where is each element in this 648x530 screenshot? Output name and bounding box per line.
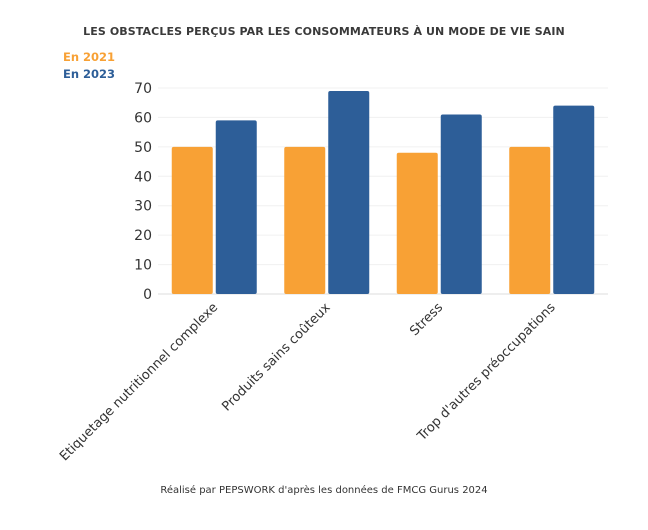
x-category-label: Produits sains coûteux	[219, 300, 333, 414]
x-category-label: Stress	[407, 300, 446, 339]
legend-2023: En 2023	[63, 67, 116, 81]
y-tick-label: 40	[134, 169, 152, 185]
bar-en-2023	[215, 120, 257, 294]
y-tick-label: 10	[134, 258, 152, 274]
chart-title: LES OBSTACLES PERÇUS PAR LES CONSOMMATEU…	[83, 25, 565, 38]
y-tick-label: 60	[134, 110, 152, 126]
bar-en-2021	[284, 146, 326, 294]
x-category-label: Trop d'autres préoccupations	[414, 300, 559, 445]
x-category-label: Etiquetage nutritionnel complexe	[57, 300, 221, 464]
bar-en-2023	[328, 90, 370, 294]
y-tick-label: 50	[134, 140, 152, 156]
legend-2021: En 2021	[63, 50, 116, 64]
y-tick-label: 0	[143, 287, 152, 303]
source-note: Réalisé par PEPSWORK d'après les données…	[160, 485, 488, 496]
y-tick-label: 70	[134, 81, 152, 97]
bar-chart: 0 10 20 30 40 50 60 70 Etiquetage nutritionnel c…	[57, 81, 608, 464]
y-tick-label: 30	[134, 199, 152, 215]
bar-en-2023	[553, 105, 595, 295]
y-tick-label: 20	[134, 228, 152, 244]
bar-en-2023	[440, 114, 482, 294]
bar-en-2021	[171, 146, 213, 294]
bar-en-2021	[396, 152, 438, 294]
bar-en-2021	[509, 146, 551, 294]
